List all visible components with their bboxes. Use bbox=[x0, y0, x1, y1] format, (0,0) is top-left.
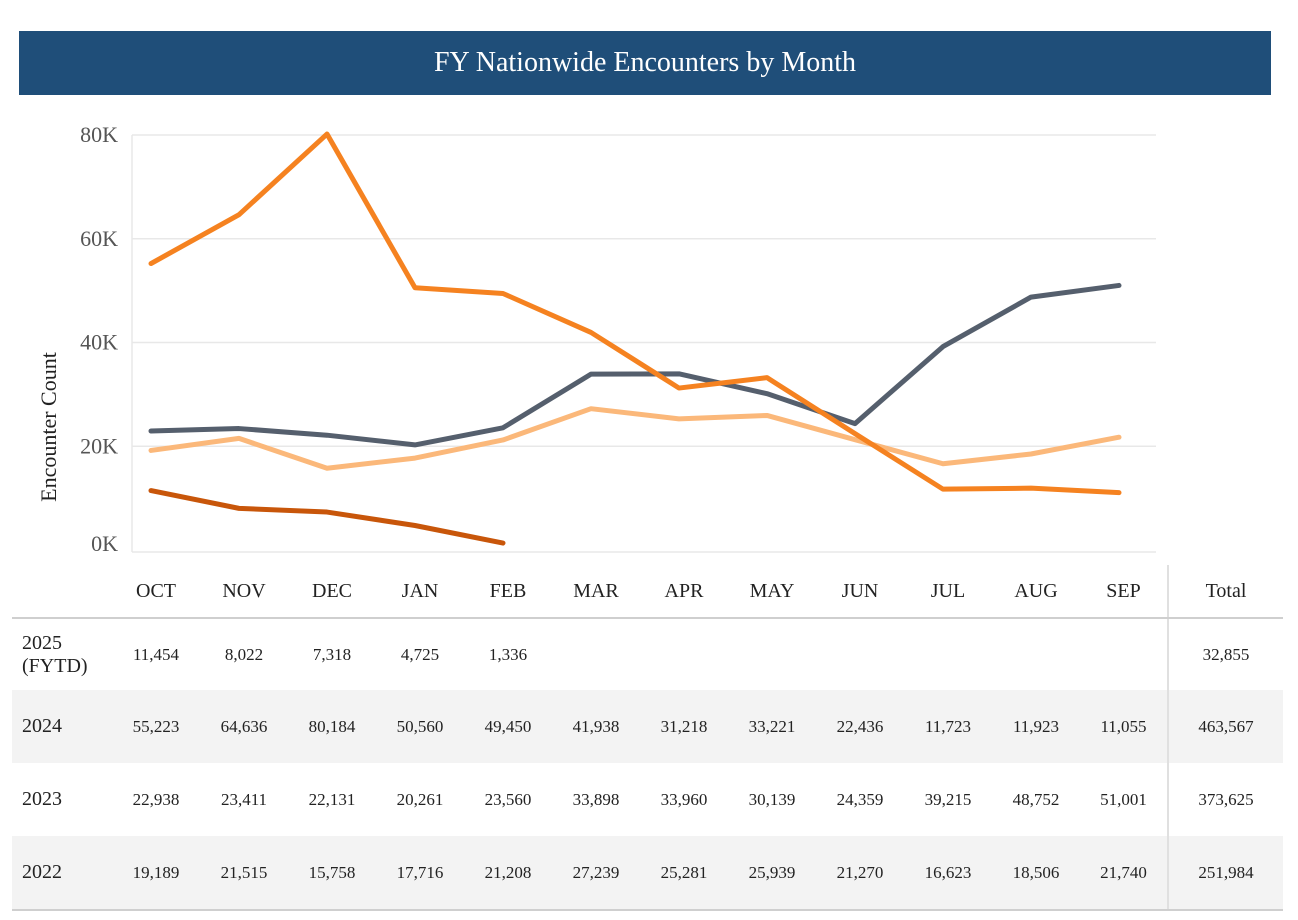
data-table: OCT NOV DEC JAN FEB MAR APR MAY JUN JUL AUG SEP Tota… bbox=[12, 565, 1283, 911]
table-cell: 11,723 bbox=[904, 690, 992, 763]
y-tick-label: 0K bbox=[91, 531, 118, 556]
table-cell: 48,752 bbox=[1012, 789, 1060, 809]
table-cell: 8,022 bbox=[224, 644, 264, 664]
table-cell: 4,725 bbox=[400, 644, 440, 664]
x-tick-label: MAR bbox=[552, 565, 640, 619]
table-cell: 23,560 bbox=[484, 789, 532, 809]
table-cell: 33,898 bbox=[572, 789, 620, 809]
table-cell: 11,454 bbox=[132, 644, 180, 664]
table-cell: 22,131 bbox=[308, 789, 356, 809]
y-tick-label: 60K bbox=[80, 226, 118, 251]
total-header: Total bbox=[1167, 565, 1283, 619]
table-cell: 30,139 bbox=[748, 789, 796, 809]
table-cell: 24,359 bbox=[836, 789, 884, 809]
y-axis-ticks: 0K 20K 40K 60K 80K bbox=[80, 122, 118, 556]
x-tick-label: FEB bbox=[464, 565, 552, 619]
table-header-row: OCT NOV DEC JAN FEB MAR APR MAY JUN JUL AUG SEP Tota… bbox=[12, 565, 1283, 619]
table-cell: 39,215 bbox=[924, 789, 972, 809]
table-cell: 21,208 bbox=[464, 836, 552, 911]
series-line-2025 bbox=[148, 488, 506, 546]
table-cell: 27,239 bbox=[552, 836, 640, 911]
x-tick-label: DEC bbox=[288, 565, 376, 619]
series-layer bbox=[148, 131, 1122, 546]
table-row: 2023 22,938 23,411 22,131 20,261 23,560 33,898… bbox=[12, 763, 1283, 836]
table-cell: 21,740 bbox=[1080, 836, 1168, 911]
table-cell: 25,939 bbox=[728, 836, 816, 911]
table-header-blank bbox=[12, 565, 112, 619]
table-cell: 21,270 bbox=[816, 836, 904, 911]
table-cell: 11,923 bbox=[992, 690, 1080, 763]
y-tick-label: 80K bbox=[80, 122, 118, 147]
table-cell: 49,450 bbox=[464, 690, 552, 763]
x-tick-label: JUN bbox=[816, 565, 904, 619]
table-cell bbox=[1080, 618, 1168, 690]
x-tick-label: APR bbox=[640, 565, 728, 619]
series-line-2023 bbox=[148, 282, 1122, 448]
table-cell: 1,336 bbox=[488, 644, 528, 664]
table-cell: 50,560 bbox=[376, 690, 464, 763]
x-tick-label: OCT bbox=[112, 565, 200, 619]
x-tick-label: MAY bbox=[728, 565, 816, 619]
row-year-label: 2024 bbox=[12, 690, 112, 763]
table-cell bbox=[904, 618, 992, 690]
table-body: 2025 (FYTD) 11,454 8,022 7,318 4,725 1,336 32,8… bbox=[12, 618, 1283, 911]
table-cell: 41,938 bbox=[552, 690, 640, 763]
table-cell: 21,515 bbox=[200, 836, 288, 911]
table-cell: 33,960 bbox=[660, 789, 708, 809]
table-cell: 22,436 bbox=[816, 690, 904, 763]
table-cell bbox=[552, 618, 640, 690]
y-axis-title: Encounter Count bbox=[36, 352, 61, 502]
table-cell: 19,189 bbox=[112, 836, 200, 911]
table-row: 2024 55,223 64,636 80,184 50,560 49,450 41,938… bbox=[12, 690, 1283, 763]
series-line-2024 bbox=[148, 131, 1122, 496]
table-cell: 51,001 bbox=[1100, 789, 1147, 809]
row-total: 463,567 bbox=[1167, 690, 1283, 763]
table-cell bbox=[992, 618, 1080, 690]
table-row: 2022 19,189 21,515 15,758 17,716 21,208 27,239… bbox=[12, 836, 1283, 911]
table-cell: 18,506 bbox=[992, 836, 1080, 911]
table-cell: 55,223 bbox=[112, 690, 200, 763]
table-cell: 25,281 bbox=[640, 836, 728, 911]
row-year-label: 2023 bbox=[22, 788, 62, 810]
table-cell: 33,221 bbox=[728, 690, 816, 763]
x-tick-label: JAN bbox=[376, 565, 464, 619]
y-tick-label: 20K bbox=[80, 433, 118, 458]
chart-title: FY Nationwide Encounters by Month bbox=[19, 31, 1271, 95]
table-cell: 80,184 bbox=[288, 690, 376, 763]
row-total: 251,984 bbox=[1167, 836, 1283, 911]
table-cell: 11,055 bbox=[1080, 690, 1168, 763]
row-total: 373,625 bbox=[1167, 763, 1283, 836]
row-year-label: 2025 (FYTD) bbox=[22, 631, 88, 677]
x-tick-label: NOV bbox=[200, 565, 288, 619]
x-tick-label: JUL bbox=[904, 565, 992, 619]
table-cell: 16,623 bbox=[904, 836, 992, 911]
grid-layer bbox=[131, 134, 1156, 553]
series-line-2022 bbox=[148, 406, 1122, 471]
table-cell: 22,938 bbox=[132, 789, 180, 809]
table-cell: 64,636 bbox=[200, 690, 288, 763]
table-cell bbox=[728, 618, 816, 690]
x-tick-label: SEP bbox=[1080, 565, 1168, 619]
table-cell bbox=[640, 618, 728, 690]
line-chart: 0K 20K 40K 60K 80K Encounter Count bbox=[36, 122, 1156, 556]
table-row: 2025 (FYTD) 11,454 8,022 7,318 4,725 1,336 32,8… bbox=[12, 618, 1283, 690]
row-total: 32,855 bbox=[1167, 618, 1283, 690]
row-year-label: 2022 bbox=[12, 836, 112, 911]
table-cell: 23,411 bbox=[220, 789, 268, 809]
table-cell: 31,218 bbox=[640, 690, 728, 763]
table-cell: 20,261 bbox=[396, 789, 444, 809]
table-cell bbox=[816, 618, 904, 690]
table-cell: 7,318 bbox=[312, 644, 352, 664]
table-cell: 15,758 bbox=[288, 836, 376, 911]
table-cell: 17,716 bbox=[376, 836, 464, 911]
y-tick-label: 40K bbox=[80, 330, 118, 355]
x-tick-label: AUG bbox=[992, 565, 1080, 619]
